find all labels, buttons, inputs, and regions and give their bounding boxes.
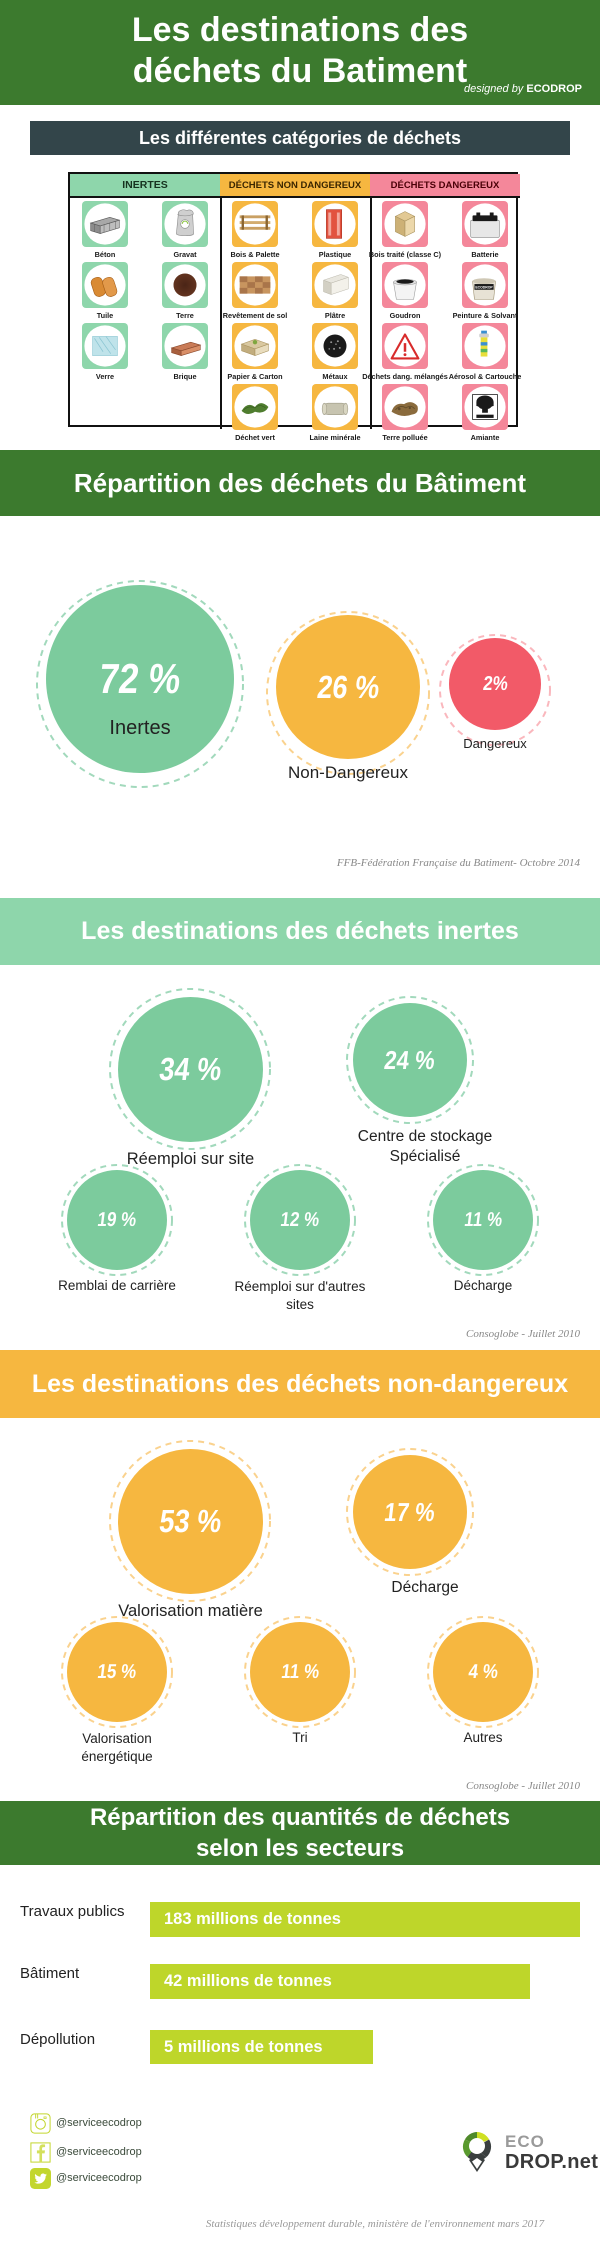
svg-text:ECODROP: ECODROP (475, 285, 493, 289)
